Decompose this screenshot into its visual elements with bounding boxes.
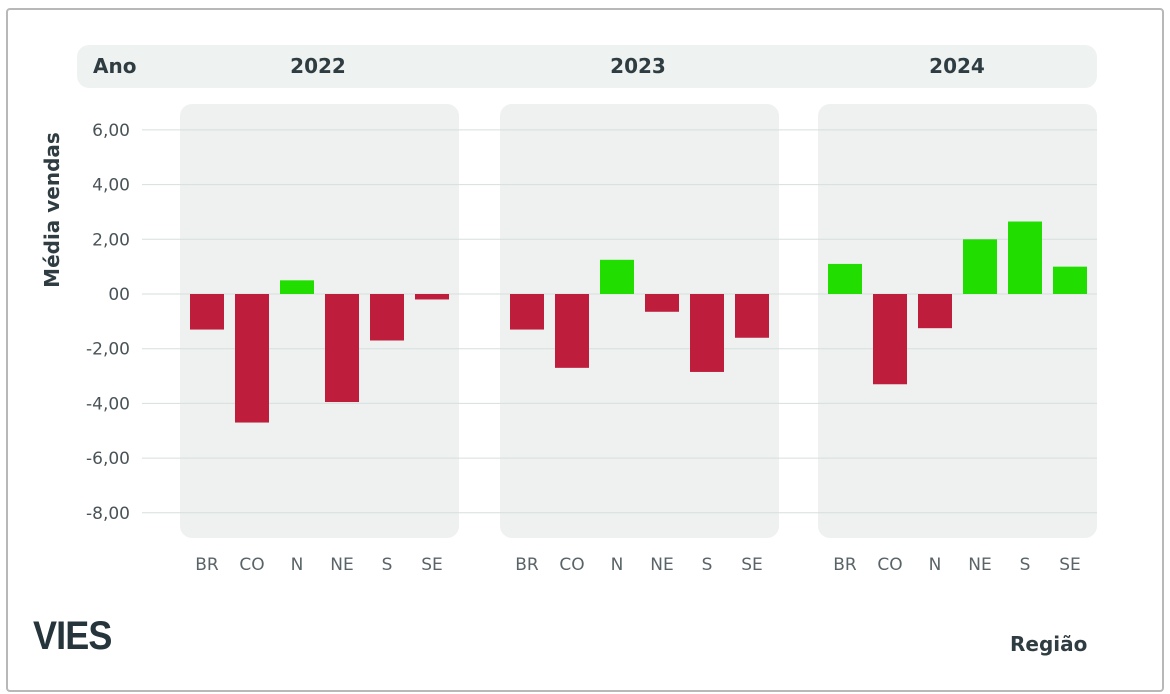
y-tick-label: 00: [108, 285, 130, 305]
y-tick-label: 2,00: [92, 230, 130, 250]
bar-2022-N: [280, 280, 314, 294]
bar-2024-SE: [1053, 266, 1087, 294]
x-tick-label: SE: [1059, 555, 1081, 575]
x-tick-label: CO: [559, 555, 584, 575]
facet-title-2023: 2023: [610, 54, 666, 78]
bar-2023-CO: [555, 294, 589, 368]
bar-2024-S: [1008, 221, 1042, 294]
x-tick-label: N: [611, 555, 624, 575]
bar-2022-NE: [325, 294, 359, 403]
bar-2022-BR: [190, 294, 224, 330]
facet-title-2022: 2022: [290, 54, 346, 78]
x-tick-label: BR: [833, 555, 857, 575]
x-tick-label: NE: [650, 555, 673, 575]
x-tick-label: SE: [421, 555, 443, 575]
x-tick-label: S: [702, 555, 713, 575]
facet-label: Ano: [93, 54, 137, 78]
bar-2023-BR: [510, 294, 544, 330]
x-tick-label: N: [291, 555, 304, 575]
x-tick-label: SE: [741, 555, 763, 575]
y-tick-label: -2,00: [86, 340, 130, 360]
x-axis-title: Região: [1010, 632, 1088, 656]
x-tick-label: NE: [968, 555, 991, 575]
x-tick-label: N: [929, 555, 942, 575]
y-tick-label: 4,00: [92, 176, 130, 196]
bar-2023-NE: [645, 294, 679, 312]
x-tick-label: CO: [877, 555, 902, 575]
bar-2023-S: [690, 294, 724, 372]
bar-2024-N: [918, 294, 952, 329]
bar-2023-SE: [735, 294, 769, 338]
facet-panel-2023: [500, 104, 779, 538]
facet-panel-2024: [818, 104, 1097, 538]
y-tick-label: -6,00: [86, 449, 130, 469]
bar-2024-CO: [873, 294, 907, 385]
y-tick-label: -8,00: [86, 504, 130, 524]
facet-header-band: [77, 45, 1097, 88]
bar-2024-BR: [828, 263, 862, 294]
bar-2022-SE: [415, 294, 449, 300]
vies-logo: VIES: [33, 614, 112, 658]
y-tick-label: -4,00: [86, 394, 130, 414]
bar-2023-N: [600, 259, 634, 294]
facet-panel-2022: [180, 104, 459, 538]
x-tick-label: BR: [195, 555, 219, 575]
bar-2024-NE: [963, 239, 997, 294]
x-tick-label: NE: [330, 555, 353, 575]
x-tick-label: S: [1020, 555, 1031, 575]
x-tick-label: BR: [515, 555, 539, 575]
bar-2022-CO: [235, 294, 269, 423]
y-tick-label: 6,00: [92, 121, 130, 141]
x-tick-label: S: [382, 555, 393, 575]
facet-title-2024: 2024: [929, 54, 985, 78]
x-tick-label: CO: [239, 555, 264, 575]
bar-2022-S: [370, 294, 404, 341]
